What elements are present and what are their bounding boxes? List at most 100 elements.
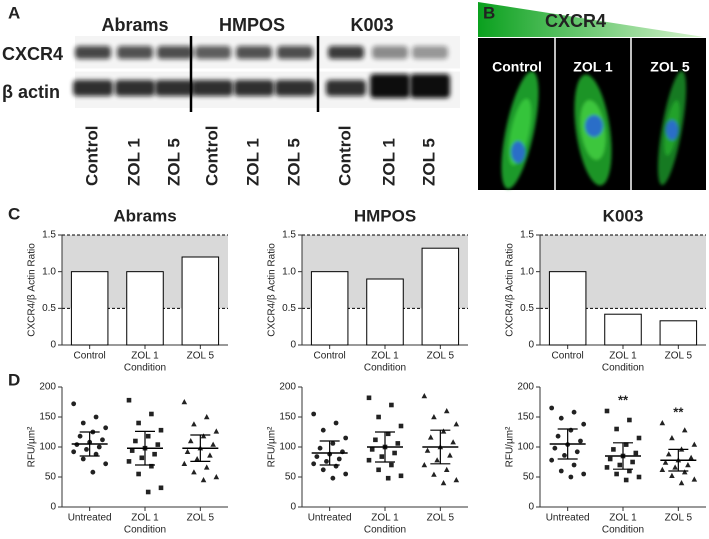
point — [568, 474, 574, 480]
y-axis-label: CXCR4/β Actin Ratio — [27, 243, 38, 337]
point — [379, 454, 385, 459]
micrograph-label: ZOL 5 — [650, 59, 690, 75]
point — [552, 445, 558, 451]
point — [450, 439, 456, 445]
point — [210, 441, 216, 447]
y-tick-label: 1.5 — [42, 230, 56, 241]
point — [691, 441, 698, 447]
point — [136, 471, 141, 477]
point — [133, 438, 138, 444]
bar — [181, 256, 220, 346]
x-tick-label: ZOL 5 — [427, 351, 455, 362]
band — [326, 80, 366, 96]
gradient-triangle — [478, 2, 704, 37]
x-tick-label: Control — [552, 351, 584, 362]
point — [129, 448, 135, 453]
x-axis-label: Condition — [364, 525, 406, 536]
point — [207, 452, 213, 458]
nucleus — [511, 141, 525, 163]
y-tick-label: 0.5 — [42, 303, 56, 314]
point — [152, 451, 157, 457]
point — [562, 453, 567, 458]
point — [80, 420, 86, 426]
point — [103, 461, 109, 467]
point — [311, 461, 317, 467]
x-axis-label: Condition — [124, 525, 166, 536]
point — [688, 454, 694, 460]
x-tick-label: ZOL 5 — [187, 351, 215, 362]
point — [665, 451, 672, 457]
point — [126, 459, 132, 464]
band — [372, 46, 408, 59]
blot-row-label: β actin — [2, 82, 60, 102]
point — [184, 448, 191, 454]
cells — [501, 70, 687, 189]
point — [636, 474, 642, 480]
band — [193, 80, 233, 96]
y-tick-label: 200 — [279, 382, 296, 393]
x-tick-label: Untreated — [308, 513, 352, 524]
blot-bands — [73, 46, 450, 98]
lane-label: ZOL 5 — [164, 138, 183, 186]
point — [614, 471, 619, 477]
point — [627, 417, 632, 423]
significance-label: ** — [673, 404, 684, 419]
point — [623, 442, 629, 447]
x-axis-label: Condition — [364, 363, 406, 374]
band — [195, 46, 231, 59]
point — [343, 435, 349, 441]
band — [277, 46, 313, 59]
bar — [310, 271, 349, 346]
blot-group: Abrams — [101, 15, 168, 35]
x-tick-label: ZOL 1 — [131, 513, 159, 524]
band — [115, 80, 155, 96]
point — [421, 393, 428, 399]
point — [181, 460, 188, 466]
gradient-label: CXCR4 — [545, 11, 606, 31]
point — [203, 414, 210, 420]
y-tick-label: 100 — [517, 442, 534, 453]
blot-group: K003 — [350, 15, 393, 35]
nucleus — [585, 115, 603, 137]
chart-title: HMPOS — [354, 206, 416, 225]
point — [213, 474, 220, 480]
point — [431, 471, 437, 477]
band — [412, 46, 448, 59]
point — [453, 421, 460, 427]
x-tick-label: Control — [314, 351, 346, 362]
y-tick-label: 1.0 — [520, 266, 534, 277]
point — [376, 467, 381, 473]
point — [84, 447, 89, 452]
bar — [126, 271, 164, 346]
point — [311, 411, 317, 417]
point — [395, 441, 401, 446]
point — [158, 485, 164, 491]
point — [324, 459, 329, 464]
panel-label: D — [8, 370, 20, 389]
x-tick-label: ZOL 1 — [371, 351, 399, 362]
y-tick-label: 200 — [517, 382, 534, 393]
y-axis-label: RFU/µm² — [505, 426, 516, 467]
point — [672, 464, 678, 470]
point — [555, 433, 561, 439]
blot-group: HMPOS — [219, 15, 285, 35]
point — [149, 463, 154, 469]
band — [117, 46, 153, 59]
y-tick-label: 50 — [523, 472, 535, 483]
micrograph-label: ZOL 1 — [573, 59, 613, 75]
point — [181, 399, 188, 405]
point — [659, 420, 666, 426]
point — [145, 489, 151, 495]
point — [93, 414, 99, 420]
point — [336, 456, 342, 462]
point — [191, 421, 197, 427]
point — [669, 435, 675, 441]
y-tick-label: 100 — [39, 442, 56, 453]
point — [330, 475, 336, 481]
point — [71, 401, 77, 407]
point — [71, 449, 77, 455]
point — [549, 405, 555, 411]
point — [385, 431, 391, 437]
point — [669, 472, 675, 478]
x-tick-label: ZOL 1 — [609, 351, 637, 362]
